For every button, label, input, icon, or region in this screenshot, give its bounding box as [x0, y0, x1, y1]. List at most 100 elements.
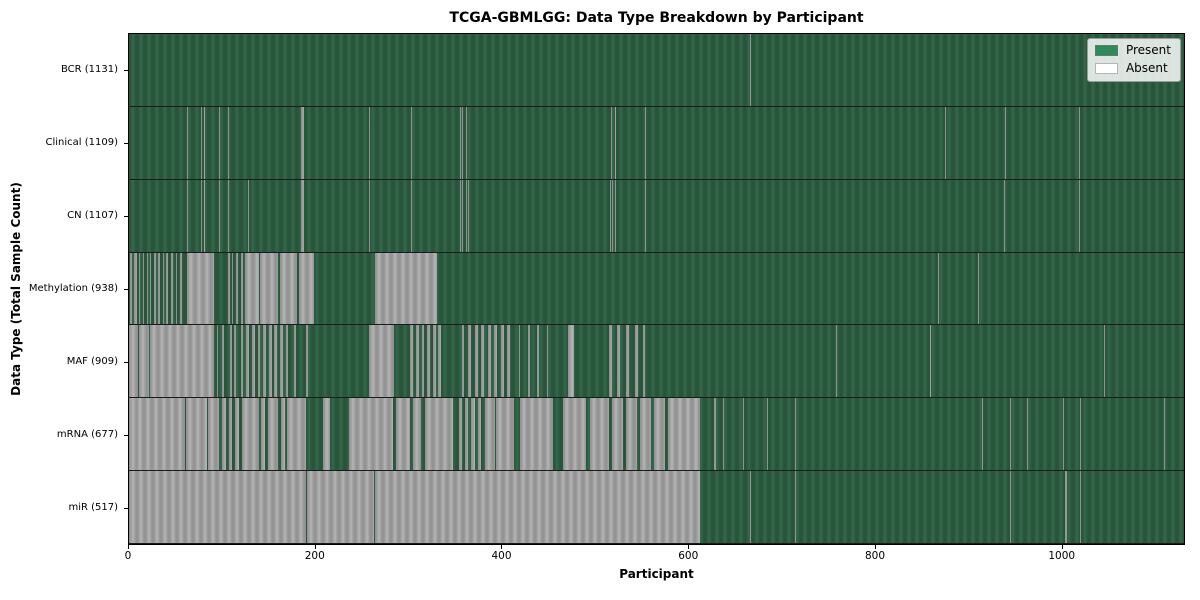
absent-segment: [229, 325, 232, 398]
absent-segment: [474, 325, 478, 398]
absent-segment: [274, 325, 278, 398]
absent-segment: [520, 398, 554, 471]
absent-segment: [227, 106, 229, 179]
y-tick-label: BCR (1131): [60, 63, 118, 75]
absent-segment: [413, 398, 421, 471]
x-axis-label: Participant: [619, 567, 694, 581]
legend-item-present: Present: [1094, 43, 1171, 57]
absent-segment: [611, 398, 623, 471]
absent-segment: [186, 179, 188, 252]
absent-segment: [645, 179, 647, 252]
absent-segment: [268, 325, 272, 398]
absent-segment: [937, 252, 939, 325]
absent-segment: [981, 398, 983, 471]
absent-segment: [129, 325, 139, 398]
absent-segment: [175, 252, 178, 325]
absent-segment: [248, 179, 250, 252]
absent-segment: [461, 106, 463, 179]
absent-segment: [642, 325, 646, 398]
legend-swatch-absent: [1094, 63, 1118, 74]
absent-segment: [471, 398, 475, 471]
y-tick-mark: [124, 508, 128, 510]
legend-label: Absent: [1125, 61, 1168, 75]
x-tick-mark: [688, 545, 690, 549]
row-CN: [129, 179, 1184, 253]
absent-segment: [617, 325, 621, 398]
absent-segment: [228, 398, 233, 471]
chart-title: TCGA-GBMLGG: Data Type Breakdown by Part…: [449, 10, 864, 26]
absent-segment: [537, 325, 540, 398]
absent-segment: [219, 106, 221, 179]
absent-segment: [527, 325, 530, 398]
absent-segment: [227, 179, 229, 252]
absent-segment: [287, 398, 307, 471]
absent-segment: [485, 398, 496, 471]
absent-segment: [240, 325, 243, 398]
absent-segment: [375, 471, 701, 544]
absent-segment: [1005, 106, 1006, 179]
absent-segment: [231, 252, 234, 325]
absent-segment: [468, 325, 472, 398]
absent-segment: [615, 179, 617, 252]
x-tick-label: 0: [124, 550, 132, 562]
absent-segment: [500, 325, 504, 398]
absent-segment: [1009, 398, 1011, 471]
absent-segment: [150, 252, 152, 325]
absent-segment: [166, 252, 169, 325]
absent-segment: [743, 398, 745, 471]
legend-swatch-present: [1094, 45, 1118, 56]
absent-segment: [610, 106, 612, 179]
absent-segment: [257, 325, 261, 398]
absent-segment: [200, 106, 202, 179]
x-tick-label: 600: [678, 550, 699, 562]
absent-segment: [267, 398, 279, 471]
y-tick-label: MAF (909): [66, 356, 118, 368]
absent-segment: [157, 252, 160, 325]
absent-segment: [252, 325, 255, 398]
absent-segment: [494, 325, 498, 398]
absent-segment: [625, 325, 629, 398]
absent-segment: [427, 325, 430, 398]
absent-segment: [240, 252, 243, 325]
absent-segment: [260, 252, 279, 325]
absent-segment: [836, 325, 838, 398]
absent-segment: [468, 179, 470, 252]
absent-segment: [280, 398, 285, 471]
x-tick-mark: [314, 545, 316, 549]
absent-segment: [368, 325, 394, 398]
legend-label: Present: [1125, 43, 1171, 57]
absent-segment: [200, 179, 202, 252]
absent-segment: [1079, 471, 1081, 544]
absent-segment: [518, 325, 521, 398]
absent-segment: [590, 398, 609, 471]
y-tick-mark: [124, 435, 128, 437]
absent-segment: [411, 106, 413, 179]
absent-segment: [929, 325, 931, 398]
absent-segment: [1079, 398, 1081, 471]
absent-segment: [567, 325, 575, 398]
legend-item-absent: Absent: [1094, 61, 1171, 75]
row-BCR: [129, 34, 1184, 107]
absent-segment: [348, 398, 393, 471]
absent-segment: [635, 325, 638, 398]
y-tick-mark: [124, 142, 128, 144]
absent-segment: [1027, 398, 1029, 471]
y-tick-label: miR (517): [68, 502, 118, 514]
x-tick-label: 1000: [1048, 550, 1076, 562]
absent-segment: [129, 252, 132, 325]
absent-segment: [149, 325, 214, 398]
absent-segment: [1078, 106, 1080, 179]
absent-segment: [767, 398, 769, 471]
absent-segment: [1062, 398, 1064, 471]
absent-segment: [203, 106, 205, 179]
absent-segment: [180, 252, 183, 325]
absent-segment: [395, 398, 411, 471]
absent-segment: [608, 325, 612, 398]
absent-segment: [749, 34, 751, 106]
x-tick-label: 800: [864, 550, 885, 562]
absent-segment: [464, 398, 469, 471]
absent-segment: [219, 179, 221, 252]
absent-segment: [216, 325, 219, 398]
absent-segment: [369, 106, 371, 179]
